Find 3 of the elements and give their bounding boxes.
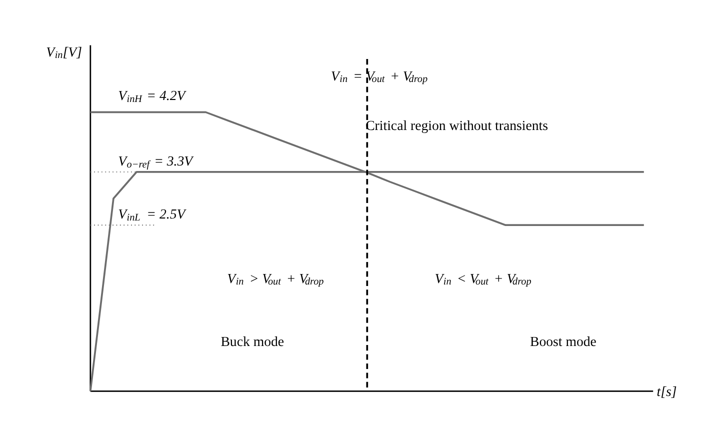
x-axis-title: t[s]	[656, 384, 677, 399]
annotation: Boost mode	[530, 334, 596, 349]
annotation: Buck mode	[220, 334, 284, 349]
